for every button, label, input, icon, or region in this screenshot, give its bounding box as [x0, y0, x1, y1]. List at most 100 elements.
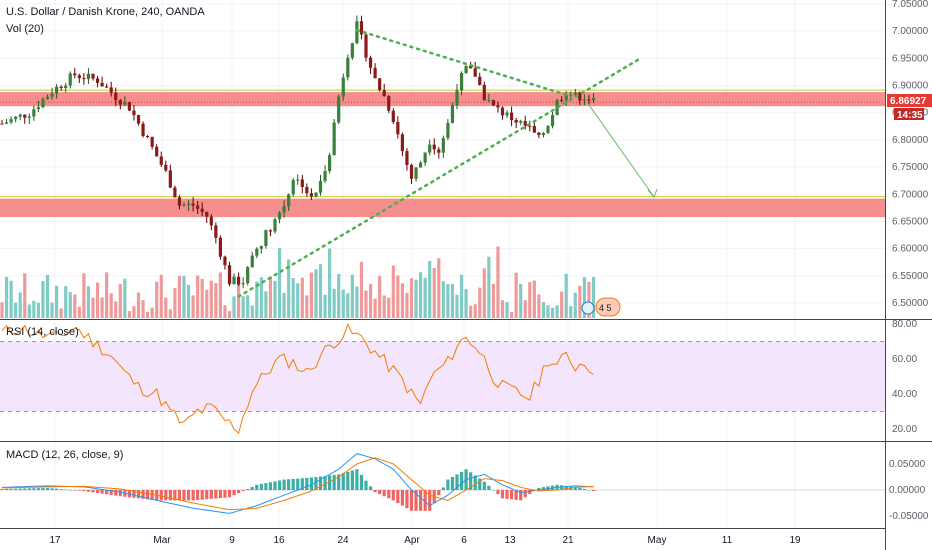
candle-body: [323, 171, 327, 181]
lower-trendline[interactable]: [237, 57, 641, 298]
macd-histogram-bar: [341, 473, 345, 490]
volume-bar: [355, 286, 359, 318]
rsi-tick-label: 60.00: [892, 354, 917, 365]
volume-bar: [560, 291, 564, 318]
macd-histogram-bar: [387, 490, 391, 499]
volume-bar: [423, 277, 427, 318]
volume-bar: [168, 309, 172, 318]
trendlines[interactable]: [237, 28, 658, 298]
macd-histogram-bar: [36, 488, 40, 490]
macd-histogram-bar: [482, 481, 486, 490]
candle-body: [569, 94, 573, 96]
candle-body: [4, 122, 9, 124]
candle-body: [428, 144, 432, 153]
macd-histogram-bar: [541, 487, 546, 490]
macd-histogram-bar: [291, 478, 295, 490]
volume-bar: [273, 280, 277, 318]
macd-histogram-bar: [314, 477, 318, 490]
projection-arrow[interactable]: [587, 103, 655, 198]
macd-histogram-bar: [45, 487, 50, 490]
macd-histogram-bar: [350, 470, 354, 490]
volume-bar: [205, 289, 209, 318]
candle-body: [64, 85, 68, 89]
volume-bar: [469, 305, 473, 318]
volume-bar: [350, 274, 354, 318]
volume-bar: [4, 276, 9, 318]
arrow-head-icon: [647, 188, 658, 198]
candle-body: [318, 180, 323, 193]
candle-body: [510, 112, 514, 121]
volume-bar: [73, 294, 77, 318]
volume-title[interactable]: Vol (20): [6, 23, 44, 35]
candle-body: [437, 149, 441, 153]
rsi-line: [1, 323, 594, 435]
events-badge[interactable]: 4 5: [581, 297, 621, 317]
candle-body: [305, 187, 309, 194]
candle-body: [591, 97, 596, 101]
macd-histogram-bar: [209, 490, 213, 499]
volume-bar: [159, 274, 163, 318]
support-resistance-zones: [0, 89, 885, 218]
macd-histogram-bar: [368, 486, 373, 490]
volume-bar: [541, 301, 546, 318]
volume-bar: [428, 260, 432, 318]
rsi-pane: 20.00 40.00 60.00 80.00: [0, 319, 917, 435]
macd-histogram-bar: [491, 490, 495, 491]
volume-bar: [155, 281, 159, 318]
volume-bar: [23, 273, 27, 318]
volume-bar: [446, 284, 450, 318]
volume-bar: [232, 296, 236, 318]
volume-bar: [346, 293, 350, 318]
volume-bar: [114, 301, 118, 318]
volume-bar: [305, 295, 309, 318]
volume-bar: [250, 305, 254, 318]
candle-body: [205, 211, 209, 217]
macd-histogram-bar: [146, 490, 150, 500]
macd-histogram-bar: [59, 489, 63, 490]
time-tick-label: 24: [337, 535, 349, 546]
macd-histogram-bar: [423, 490, 427, 511]
candle-body: [387, 96, 391, 111]
macd-histogram-bar: [168, 490, 172, 501]
macd-histogram-bar: [469, 472, 473, 490]
candle-body: [141, 123, 145, 137]
volume-bar: [0, 302, 4, 318]
rsi-title[interactable]: RSI (14, close): [6, 326, 79, 338]
candle-body: [473, 68, 477, 77]
time-tick-label: May: [648, 535, 667, 546]
volume-bar: [409, 278, 414, 318]
candle-body: [264, 230, 268, 247]
macd-histogram-bar: [359, 474, 364, 490]
candle-body: [296, 179, 300, 181]
volume-bar: [50, 302, 54, 318]
volume-bar: [186, 284, 191, 318]
volume-bar: [491, 283, 495, 318]
macd-histogram-bar: [546, 486, 550, 490]
price-tick-label: 6.55000: [892, 271, 929, 282]
symbol-title[interactable]: U.S. Dollar / Danish Krone, 240, OANDA: [6, 6, 205, 18]
macd-tick-label: 0.05000: [889, 459, 926, 470]
price-axis[interactable]: 6.50000 6.55000 6.60000 6.65000 6.70000 6.750…: [892, 0, 929, 309]
volume-bar: [255, 281, 259, 318]
candle-body: [123, 102, 127, 105]
price-tick-label: 6.60000: [892, 244, 929, 255]
candle-body: [537, 132, 541, 136]
upper-trendline[interactable]: [355, 28, 568, 97]
candle-body: [514, 120, 518, 123]
macd-histogram-bar: [50, 488, 54, 490]
time-axis[interactable]: 17 Mar 9 16 24 Apr 6 13 21 May 11 19: [49, 535, 801, 546]
macd-histogram-bar: [364, 480, 368, 490]
candle-body: [227, 265, 232, 285]
volume-bar: [373, 298, 377, 318]
macd-histogram-bar: [105, 490, 109, 495]
volume-bar: [118, 284, 122, 318]
macd-tick-label: -0.05000: [889, 511, 929, 522]
candle-body: [259, 246, 263, 249]
macd-histogram-bar: [95, 490, 100, 493]
macd-histogram-bar: [441, 487, 445, 490]
macd-title[interactable]: MACD (12, 26, close, 9): [6, 449, 123, 461]
macd-histogram-bar: [32, 488, 36, 490]
candle-body: [405, 151, 409, 166]
rsi-tick-label: 20.00: [892, 424, 917, 435]
